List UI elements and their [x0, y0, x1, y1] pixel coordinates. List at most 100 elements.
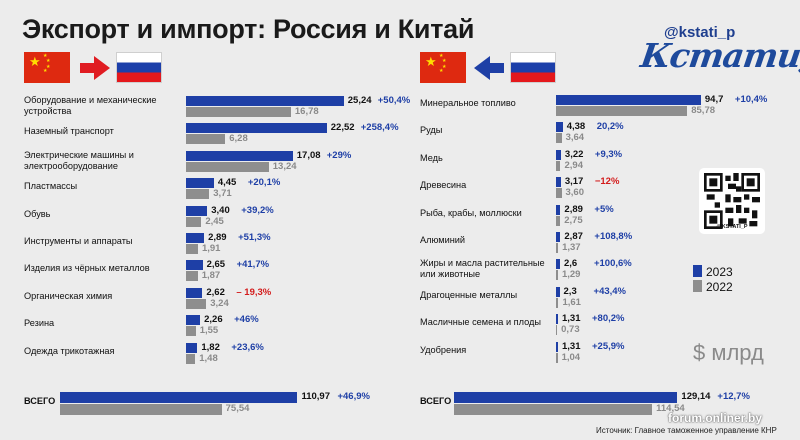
bar-2022: [186, 298, 207, 309]
legend-2022-swatch: [693, 280, 702, 292]
category-label: Удобрения: [420, 344, 467, 355]
value-2023-label: 2,26: [204, 314, 223, 326]
category-label: Минеральное топливо: [420, 98, 516, 108]
value-2022-label: 3,60: [565, 187, 585, 199]
change-label: +50,4%: [377, 95, 411, 106]
bar-2023: [556, 177, 561, 188]
total-bar-2022: [60, 404, 222, 415]
value-2022-label: 2,75: [564, 214, 583, 226]
value-2023-label: 1,82: [201, 341, 220, 353]
change-label: +9,3%: [594, 148, 623, 160]
bar-2023: [186, 287, 203, 298]
value-2022-label: 1,55: [199, 325, 219, 337]
russia-flag-icon: [116, 52, 162, 83]
category-label: Резина: [24, 318, 55, 329]
bar-2023: [556, 204, 561, 215]
value-2023-label: 1,31: [562, 313, 581, 325]
change-label: +25,9%: [592, 340, 625, 352]
total-change-label: +12,7%: [717, 391, 750, 402]
value-2023-label: 2,65: [206, 259, 226, 271]
change-label: +108,8%: [594, 231, 633, 242]
china-flag-icon: ★ ★ ★ ★ ★: [24, 52, 70, 83]
category-label: Пластмассы: [24, 181, 78, 192]
total-label: ВСЕГО: [24, 396, 56, 406]
value-2022-label: 85,78: [691, 105, 716, 116]
change-label: +100,6%: [593, 258, 632, 270]
category-label: Обувь: [24, 208, 51, 219]
bar-2022: [556, 215, 561, 226]
category-label: Медь: [420, 152, 443, 163]
value-2023-label: 2,87: [564, 231, 583, 242]
category-label: Драгоценные металлы: [420, 289, 518, 300]
value-2023-label: 1,31: [562, 340, 581, 352]
value-2022-label: 3,64: [565, 132, 585, 144]
value-2023-label: 3,22: [564, 148, 584, 160]
arrow-left-icon: [474, 56, 504, 80]
change-label: +20,1%: [247, 177, 281, 189]
change-label: +258,4%: [360, 122, 399, 134]
category-label: Органическая химия: [24, 290, 113, 301]
arrow-right-icon: [80, 56, 110, 80]
value-2022-label: 1,04: [561, 351, 581, 363]
change-label: +23,6%: [231, 341, 264, 353]
change-label: +51,3%: [238, 232, 271, 243]
bar-2023: [556, 232, 561, 242]
change-label: – 19,3%: [236, 286, 272, 298]
bar-2022: [556, 106, 688, 116]
qr-code-icon[interactable]: [699, 168, 765, 234]
china-flag-icon: ★ ★ ★ ★ ★: [420, 52, 466, 83]
bar-2023: [186, 260, 203, 271]
bar-2022: [186, 244, 198, 254]
bar-2022: [186, 353, 196, 364]
bar-2023: [556, 149, 561, 160]
bar-2022: [556, 160, 561, 171]
total-bar-2023: [60, 392, 298, 403]
value-2022-label: 6,28: [229, 133, 248, 145]
value-2023-label: 3,17: [564, 176, 584, 188]
category-label: Руды: [420, 125, 443, 136]
value-2023-label: 4,45: [217, 177, 237, 189]
value-2023-label: 2,62: [206, 286, 225, 298]
category-label: Рыба, крабы, моллюски: [420, 207, 522, 218]
legend-2023-label: 2023: [706, 265, 733, 279]
value-2022-label: 1,87: [201, 270, 221, 282]
bar-2023: [186, 123, 327, 134]
value-2022-label: 1,61: [562, 296, 581, 308]
value-2023-label: 2,89: [564, 203, 583, 215]
total-value-2022-label: 114,54: [656, 403, 685, 414]
bar-2022: [186, 326, 196, 337]
total-change-label: +46,9%: [337, 391, 370, 402]
source-note: Источник: Главное таможенное управление …: [596, 426, 777, 435]
bar-2022: [556, 352, 558, 363]
category-label: Изделия из чёрных металлов: [24, 263, 150, 274]
value-2023-label: 2,3: [563, 285, 577, 297]
category-label: Одежда трикотажная: [24, 345, 115, 356]
change-label: +80,2%: [592, 313, 625, 325]
category-label: Жиры и масла растительные или животные: [420, 258, 545, 280]
value-2023-label: 2,6: [563, 258, 578, 270]
value-2022-label: 1,29: [561, 269, 581, 281]
category-label: Инструменты и аппараты: [24, 236, 133, 246]
bar-2023: [556, 259, 560, 270]
bar-2022: [186, 161, 269, 172]
bar-2022: [556, 325, 558, 336]
bar-2022: [556, 243, 559, 253]
category-label: Оборудование и механические устройства: [24, 95, 157, 116]
bar-2023: [186, 205, 208, 216]
change-label: +43,4%: [593, 285, 627, 297]
value-2022-label: 2,94: [564, 159, 583, 171]
category-label: Алюминий: [420, 235, 466, 245]
bar-2022: [186, 216, 202, 227]
page-title: Экспорт и импорт: Россия и Китай: [22, 14, 475, 44]
bar-2023: [556, 341, 558, 352]
bar-2022: [186, 189, 210, 200]
change-label: +46%: [234, 314, 259, 326]
bar-2023: [186, 315, 201, 326]
total-label: ВСЕГО: [420, 396, 452, 406]
change-label: +5%: [594, 203, 614, 215]
bar-2022: [186, 107, 291, 117]
value-2023-label: 17,08: [296, 149, 321, 161]
value-2023-label: 22,52: [330, 122, 355, 134]
value-2022-label: 1,48: [199, 352, 218, 364]
bar-2023: [556, 286, 560, 297]
